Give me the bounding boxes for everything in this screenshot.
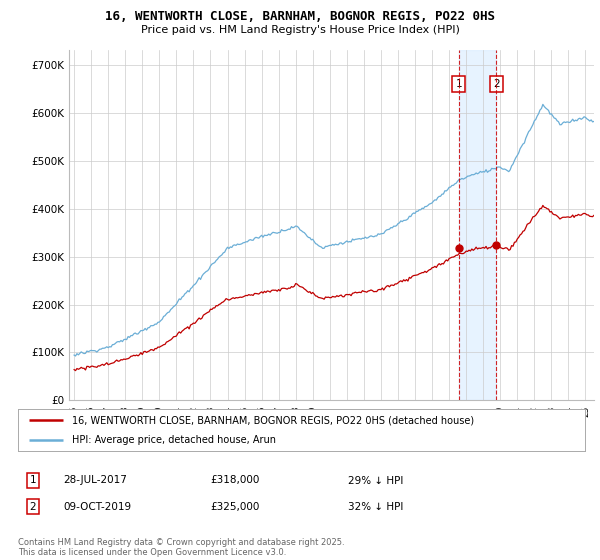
Text: HPI: Average price, detached house, Arun: HPI: Average price, detached house, Arun (72, 435, 276, 445)
Text: 29% ↓ HPI: 29% ↓ HPI (348, 475, 403, 486)
Text: 2: 2 (29, 502, 37, 512)
Text: 28-JUL-2017: 28-JUL-2017 (63, 475, 127, 486)
Text: 1: 1 (29, 475, 37, 486)
Bar (458, 50, 496, 400)
Text: 1: 1 (455, 79, 462, 89)
Text: 32% ↓ HPI: 32% ↓ HPI (348, 502, 403, 512)
Text: Contains HM Land Registry data © Crown copyright and database right 2025.
This d: Contains HM Land Registry data © Crown c… (18, 538, 344, 557)
Text: 09-OCT-2019: 09-OCT-2019 (63, 502, 131, 512)
Text: 16, WENTWORTH CLOSE, BARNHAM, BOGNOR REGIS, PO22 0HS (detached house): 16, WENTWORTH CLOSE, BARNHAM, BOGNOR REG… (72, 415, 474, 425)
Text: £325,000: £325,000 (210, 502, 259, 512)
Text: Price paid vs. HM Land Registry's House Price Index (HPI): Price paid vs. HM Land Registry's House … (140, 25, 460, 35)
Text: 2: 2 (493, 79, 500, 89)
Text: 16, WENTWORTH CLOSE, BARNHAM, BOGNOR REGIS, PO22 0HS: 16, WENTWORTH CLOSE, BARNHAM, BOGNOR REG… (105, 10, 495, 22)
Text: £318,000: £318,000 (210, 475, 259, 486)
